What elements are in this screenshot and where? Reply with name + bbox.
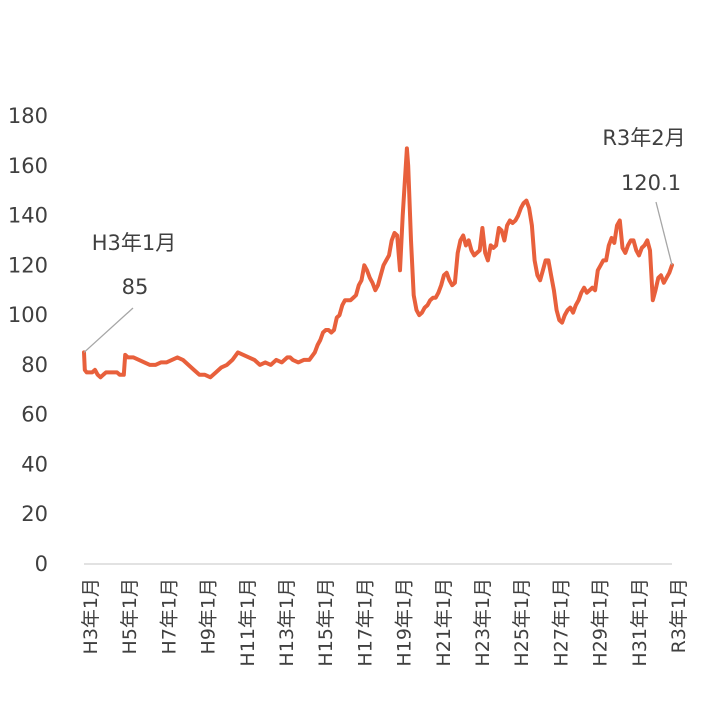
y-tick-label: 120 [8, 253, 48, 277]
annotation-start-label: H3年1月 [92, 231, 177, 255]
annotation-leaders [83, 201, 673, 353]
annotation-end-leader [655, 201, 673, 266]
annotation-end-value: 120.1 [621, 171, 681, 195]
x-tick-label: H17年1月 [354, 578, 376, 667]
annotation-start-leader [83, 307, 134, 353]
y-axis-ticks: 0 20 40 60 80 100 120 140 160 180 [8, 104, 48, 576]
x-tick-label: H3年1月 [80, 578, 102, 654]
y-tick-label: 0 [35, 552, 48, 576]
y-tick-label: 100 [8, 303, 48, 327]
x-tick-label: H7年1月 [158, 578, 180, 654]
x-tick-label: H27年1月 [550, 578, 572, 667]
y-tick-label: 20 [21, 502, 48, 526]
y-tick-label: 160 [8, 154, 48, 178]
y-tick-label: 40 [21, 452, 48, 476]
x-tick-label: H25年1月 [511, 578, 533, 667]
series-line [82, 146, 674, 380]
x-tick-label: H31年1月 [629, 578, 651, 667]
x-tick-label: H13年1月 [276, 578, 298, 667]
y-tick-label: 180 [8, 104, 48, 128]
annotation-start-value: 85 [122, 275, 149, 299]
y-tick-label: 80 [21, 353, 48, 377]
x-tick-label: H29年1月 [590, 578, 612, 667]
x-tick-label: H5年1月 [119, 578, 141, 654]
x-axis-ticks: H3年1月 H5年1月 H7年1月 H9年1月 H11年1月 H13年1月 H15年1月 H1… [80, 578, 690, 667]
x-tick-label: H19年1月 [394, 578, 416, 667]
x-tick-label: H21年1月 [433, 578, 455, 667]
annotation-end-label: R3年2月 [602, 126, 685, 150]
x-tick-label: H15年1月 [315, 578, 337, 667]
y-tick-label: 60 [21, 403, 48, 427]
x-tick-label: H23年1月 [472, 578, 494, 667]
x-tick-label: H9年1月 [198, 578, 220, 654]
y-tick-label: 140 [8, 204, 48, 228]
x-tick-label: R3年1月 [668, 578, 690, 653]
x-tick-label: H11年1月 [237, 578, 259, 667]
series-group [82, 146, 674, 380]
